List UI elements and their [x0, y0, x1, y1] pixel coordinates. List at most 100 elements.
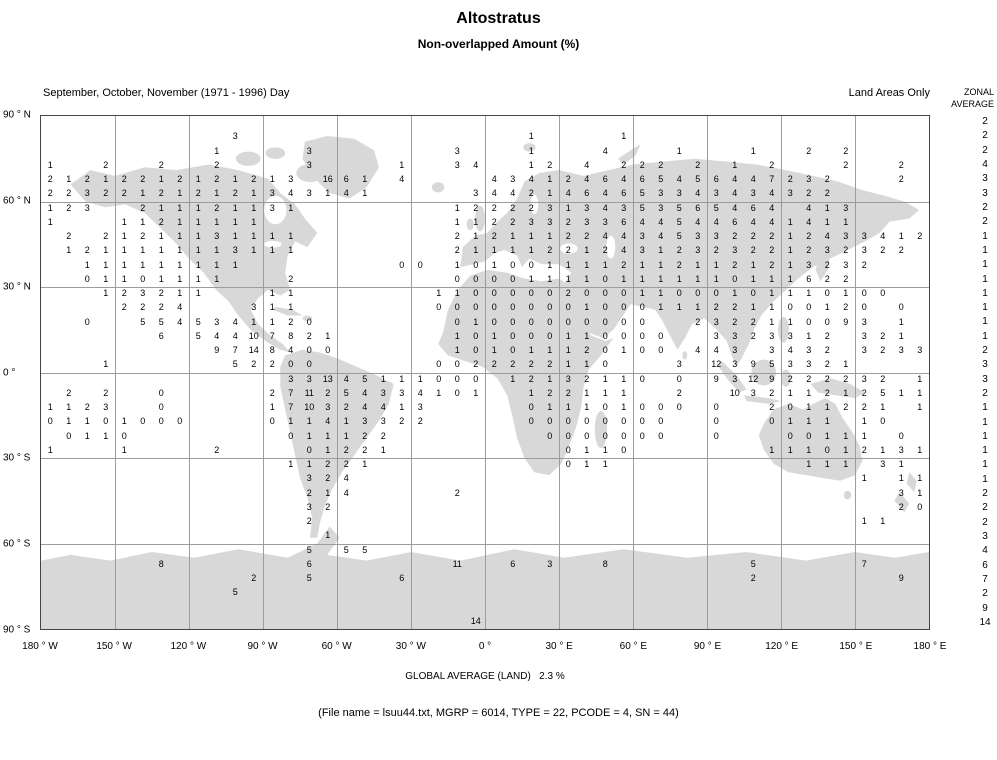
grid-cell-value: 4 — [232, 330, 238, 341]
grid-cell-value: 0 — [676, 288, 682, 299]
grid-cell-value: 1 — [121, 444, 127, 455]
grid-cell-value: 1 — [84, 259, 90, 270]
grid-cell-value: 2 — [843, 273, 849, 284]
grid-cell-value: 3 — [750, 188, 756, 199]
grid-cell-value: 2 — [362, 430, 368, 441]
grid-cell-value: 2 — [325, 387, 331, 398]
grid-cell-value: 1 — [140, 259, 146, 270]
grid-cell-value: 1 — [621, 387, 627, 398]
grid-cell-value: 3 — [843, 202, 849, 213]
grid-cell-value: 0 — [288, 359, 294, 370]
grid-cell-value: 1 — [547, 273, 553, 284]
grid-cell-value: 0 — [473, 345, 479, 356]
grid-cell-value: 0 — [639, 330, 645, 341]
grid-cell-value: 1 — [843, 459, 849, 470]
grid-cell-value: 3 — [639, 231, 645, 242]
grid-cell-value: 2 — [713, 302, 719, 313]
grid-cell-value: 1 — [325, 487, 331, 498]
zonal-average-value: 1 — [982, 459, 988, 471]
grid-cell-value: 7 — [769, 174, 775, 185]
grid-cell-value: 3 — [861, 330, 867, 341]
grid-cell-value: 4 — [565, 188, 571, 199]
grid-cell-value: 1 — [214, 273, 220, 284]
grid-cell-value: 1 — [399, 373, 405, 384]
grid-cell-value: 4 — [510, 188, 516, 199]
grid-cell-value: 1 — [232, 174, 238, 185]
grid-cell-value: 0 — [658, 416, 664, 427]
grid-cell-value: 1 — [621, 373, 627, 384]
zonal-average-value: 1 — [982, 316, 988, 328]
grid-cell-value: 2 — [84, 402, 90, 413]
grid-cell-value: 1 — [325, 330, 331, 341]
parallel-gridline — [41, 543, 929, 545]
grid-cell-value: 1 — [269, 288, 275, 299]
grid-cell-value: 3 — [288, 373, 294, 384]
zonal-average-column: 2 2 2 4 3 3 2 2 1 1 1 1 1 1 1 1 2 3 3 2 1 1 1 1 1 1 2 2 2 3 4 6 7 2 9 14 — [966, 115, 997, 630]
grid-cell-value: 0 — [824, 288, 830, 299]
grid-cell-value: 4 — [769, 216, 775, 227]
grid-cell-value: 1 — [787, 231, 793, 242]
grid-cell-value: 4 — [362, 402, 368, 413]
grid-cell-value: 4 — [288, 188, 294, 199]
grid-cell-value: 2 — [232, 188, 238, 199]
grid-cell-value: 2 — [750, 245, 756, 256]
grid-cell-value: 3 — [214, 316, 220, 327]
grid-cell-value: 3 — [769, 345, 775, 356]
grid-cell-value: 0 — [454, 359, 460, 370]
grid-cell-value: 1 — [898, 473, 904, 484]
grid-cell-value: 1 — [195, 174, 201, 185]
grid-cell-value: 4 — [343, 487, 349, 498]
grid-cell-value: 2 — [750, 573, 756, 584]
grid-cell-value: 0 — [454, 273, 460, 284]
grid-cell-value: 1 — [306, 459, 312, 470]
grid-cell-value: 2 — [732, 231, 738, 242]
grid-cell-value: 1 — [66, 174, 72, 185]
grid-cell-value: 1 — [177, 288, 183, 299]
zonal-header-line2: AVERAGE — [951, 99, 994, 109]
grid-cell-value: 16 — [322, 174, 333, 185]
grid-cell-value: 2 — [861, 402, 867, 413]
grid-cell-value: 4 — [362, 387, 368, 398]
grid-cell-value: 1 — [251, 202, 257, 213]
grid-cell-value: 3 — [269, 188, 275, 199]
grid-cell-value: 1 — [177, 273, 183, 284]
grid-cell-value: 4 — [232, 316, 238, 327]
grid-cell-value: 1 — [547, 259, 553, 270]
great-lakes — [264, 240, 282, 248]
new-guinea-island — [810, 378, 865, 399]
grid-cell-value: 0 — [565, 302, 571, 313]
grid-cell-value: 1 — [47, 444, 53, 455]
arctic-island — [235, 151, 261, 166]
grid-cell-value: 3 — [547, 202, 553, 213]
grid-cell-value: 0 — [880, 416, 886, 427]
grid-cell-value: 1 — [639, 273, 645, 284]
grid-cell-value: 2 — [325, 459, 331, 470]
grid-cell-value: 4 — [417, 387, 423, 398]
grid-cell-value: 5 — [343, 387, 349, 398]
grid-cell-value: 6 — [713, 174, 719, 185]
grid-cell-value: 1 — [565, 259, 571, 270]
grid-cell-value: 1 — [695, 302, 701, 313]
grid-cell-value: 1 — [898, 316, 904, 327]
zonal-average-value: 3 — [982, 359, 988, 371]
grid-cell-value: 2 — [158, 288, 164, 299]
grid-cell-value: 0 — [454, 302, 460, 313]
grid-cell-value: 1 — [565, 273, 571, 284]
grid-cell-value: 0 — [140, 416, 146, 427]
grid-cell-value: 2 — [343, 459, 349, 470]
parallel-gridline — [41, 287, 929, 288]
grid-cell-value: 2 — [602, 245, 608, 256]
grid-cell-value: 2 — [343, 444, 349, 455]
grid-cell-value: 4 — [713, 216, 719, 227]
grid-cell-value: 1 — [177, 245, 183, 256]
grid-cell-value: 2 — [288, 273, 294, 284]
grid-cell-value: 2 — [103, 231, 109, 242]
north-america-landmass — [70, 164, 318, 353]
grid-cell-value: 5 — [769, 359, 775, 370]
zonal-average-value: 1 — [982, 259, 988, 271]
grid-cell-value: 9 — [713, 373, 719, 384]
grid-cell-value: 1 — [676, 145, 682, 156]
grid-cell-value: 1 — [288, 416, 294, 427]
grid-cell-value: 1 — [454, 259, 460, 270]
